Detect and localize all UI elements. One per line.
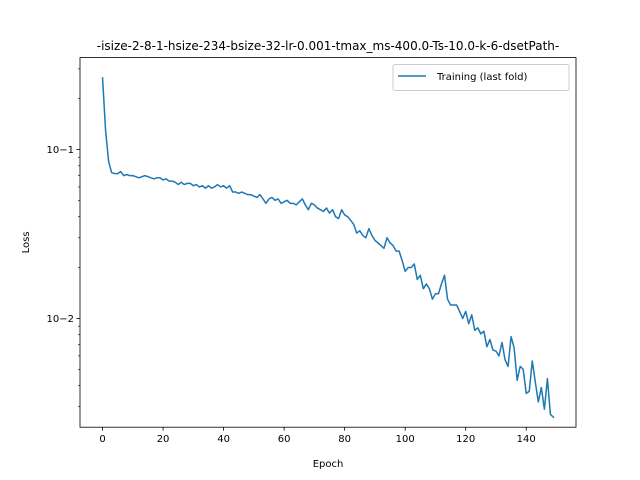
legend-label: Training (last fold) xyxy=(436,72,528,83)
y-tick-label: 10−1 xyxy=(47,145,74,156)
plot-area xyxy=(80,57,576,428)
x-tick-label: 40 xyxy=(217,434,230,445)
x-tick-label: 100 xyxy=(396,434,415,445)
x-axis-ticks: 0 20 40 60 80 100 120 140 xyxy=(99,427,536,445)
training-loss-line xyxy=(101,77,555,419)
plot-frame xyxy=(79,57,577,428)
x-tick-label: 80 xyxy=(338,434,351,445)
x-tick-label: 120 xyxy=(456,434,475,445)
chart-title: -isize-2-8-1-hsize-234-bsize-32-lr-0.001… xyxy=(97,39,560,53)
y-axis-label: Loss xyxy=(21,231,32,253)
y-axis-ticks: 10−2 10−1 xyxy=(47,145,80,325)
x-tick-label: 20 xyxy=(157,434,170,445)
y-tick-label: 10−2 xyxy=(47,314,74,325)
legend-box xyxy=(392,64,570,91)
x-axis-label: Epoch xyxy=(313,459,344,470)
x-tick-label: 140 xyxy=(517,434,536,445)
legend: Training (last fold) xyxy=(392,64,570,91)
x-tick-label: 0 xyxy=(99,434,105,445)
x-tick-label: 60 xyxy=(278,434,291,445)
